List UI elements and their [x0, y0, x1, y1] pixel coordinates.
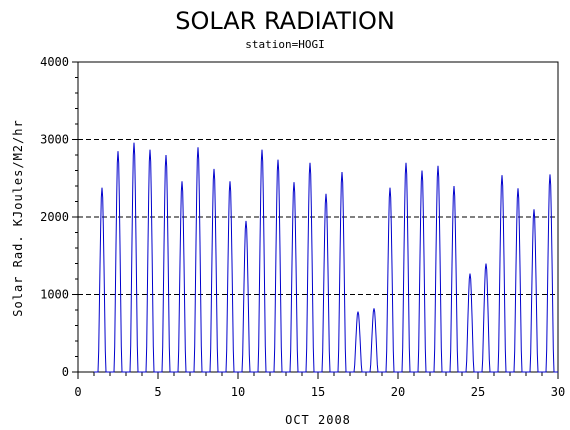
x-tick-label: 25 — [471, 385, 485, 399]
x-tick-label: 5 — [154, 385, 161, 399]
x-tick-label: 10 — [231, 385, 245, 399]
chart-subtitle: station=HOGI — [245, 38, 324, 51]
y-axis-label: Solar Rad. KJoules/M2/hr — [11, 119, 25, 316]
x-tick-label: 15 — [311, 385, 325, 399]
y-axis: 0 1000 2000 3000 4000 — [40, 55, 78, 379]
y-tick-label: 0 — [62, 365, 69, 379]
y-tick-label: 4000 — [40, 55, 69, 69]
chart-title: SOLAR RADIATION — [175, 7, 395, 35]
gridlines — [78, 61, 558, 373]
x-tick-label: 0 — [74, 385, 81, 399]
x-axis-label: OCT 2008 — [285, 413, 351, 427]
y-tick-label: 3000 — [40, 133, 69, 147]
x-tick-label: 30 — [551, 385, 565, 399]
y-tick-label: 1000 — [40, 288, 69, 302]
x-axis: 0 5 10 15 20 25 30 — [74, 372, 565, 399]
x-tick-label: 20 — [391, 385, 405, 399]
y-tick-label: 2000 — [40, 210, 69, 224]
series-line — [94, 142, 558, 373]
